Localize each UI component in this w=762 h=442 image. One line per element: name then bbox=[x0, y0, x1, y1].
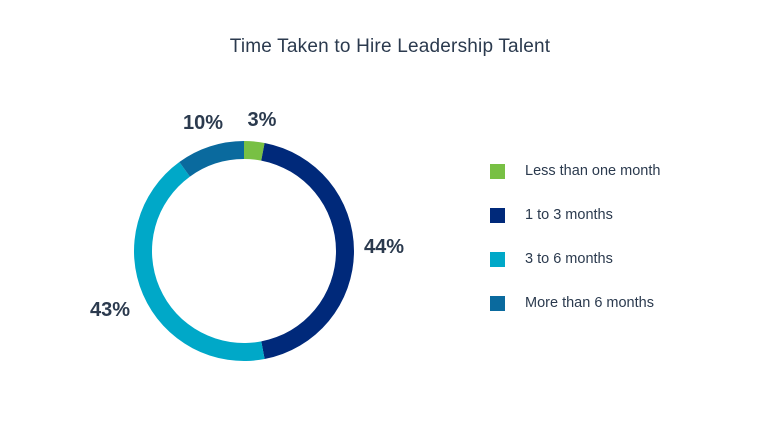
legend-swatch bbox=[490, 295, 505, 311]
legend-swatch bbox=[490, 163, 505, 179]
chart-legend: Less than one month 1 to 3 months 3 to 6… bbox=[490, 160, 660, 336]
donut-chart: 3% 44% 43% 10% bbox=[90, 109, 404, 361]
legend-label: 3 to 6 months bbox=[525, 251, 613, 267]
data-label: 10% bbox=[183, 112, 223, 134]
donut-slice-less-than-one-month bbox=[244, 141, 265, 161]
data-label: 44% bbox=[364, 236, 404, 258]
data-label: 3% bbox=[248, 109, 277, 131]
legend-item-less-than-one-month: Less than one month bbox=[490, 160, 660, 182]
legend-item-3-to-6-months: 3 to 6 months bbox=[490, 248, 660, 270]
chart-title: Time Taken to Hire Leadership Talent bbox=[229, 36, 551, 57]
legend-label: Less than one month bbox=[525, 163, 661, 179]
donut-slices bbox=[134, 141, 354, 361]
donut-labels: 3% 44% 43% 10% bbox=[90, 109, 404, 321]
legend-item-1-to-3-months: 1 to 3 months bbox=[490, 204, 660, 226]
legend-label: More than 6 months bbox=[525, 295, 654, 311]
legend-item-more-than-6-months: More than 6 months bbox=[490, 292, 660, 314]
donut-slice-1-to-3-months bbox=[261, 142, 354, 360]
legend-swatch bbox=[490, 251, 505, 267]
donut-slice-3-to-6-months bbox=[134, 162, 265, 361]
donut-slice-more-than-6-months bbox=[179, 141, 244, 177]
legend-swatch bbox=[490, 207, 505, 223]
data-label: 43% bbox=[90, 299, 130, 321]
legend-label: 1 to 3 months bbox=[525, 207, 613, 223]
